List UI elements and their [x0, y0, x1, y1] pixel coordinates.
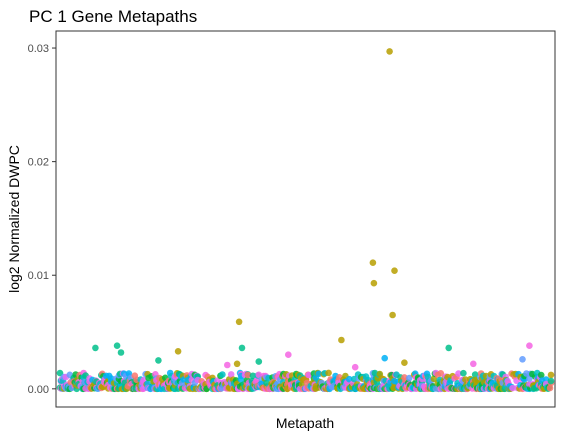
data-point [445, 344, 453, 352]
y-tick-label: 0.02 [28, 157, 49, 169]
data-point [381, 354, 389, 362]
y-tick-label: 0.03 [28, 43, 49, 55]
data-point [369, 259, 377, 267]
data-point [389, 311, 396, 319]
data-point [285, 351, 292, 359]
data-point [255, 358, 263, 365]
data-point [455, 370, 462, 377]
data-point [546, 384, 554, 392]
data-point [113, 342, 121, 350]
data-point [437, 370, 445, 377]
x-axis-title: Metapath [276, 415, 334, 431]
data-point [391, 267, 398, 275]
data-point [338, 336, 345, 344]
data-point [519, 356, 526, 363]
data-point [155, 357, 162, 364]
data-point [227, 371, 235, 378]
data-point [346, 375, 353, 383]
data-point [238, 344, 246, 352]
data-point [117, 349, 125, 356]
data-point [370, 279, 378, 287]
data-point [471, 371, 479, 378]
data-point [249, 372, 257, 380]
data-point [233, 360, 241, 368]
chart-title: PC 1 Gene Metapaths [29, 7, 197, 26]
data-point [219, 371, 226, 378]
data-point [386, 48, 393, 55]
data-point [315, 370, 323, 378]
data-point [509, 384, 516, 392]
data-point [305, 371, 313, 379]
data-point [350, 375, 358, 383]
data-point [460, 369, 467, 377]
data-point [547, 371, 555, 379]
data-point [325, 369, 332, 377]
y-tick-label: 0.00 [28, 384, 49, 396]
data-point [401, 359, 408, 367]
data-point [174, 348, 182, 355]
data-point [235, 318, 243, 326]
data-point [537, 371, 545, 379]
data-point [92, 344, 99, 352]
data-point [351, 363, 359, 371]
data-point [526, 342, 533, 350]
data-point [244, 371, 252, 379]
y-tick-label: 0.01 [28, 270, 49, 282]
data-points [56, 48, 555, 393]
plot-panel-border [55, 30, 556, 408]
data-point [470, 360, 477, 368]
data-point [224, 361, 231, 369]
data-point [406, 374, 413, 382]
data-point [547, 377, 555, 385]
y-axis: 0.00 0.01 0.02 0.03 [28, 43, 56, 396]
y-axis-title: log2 Normalized DWPC [6, 145, 22, 293]
